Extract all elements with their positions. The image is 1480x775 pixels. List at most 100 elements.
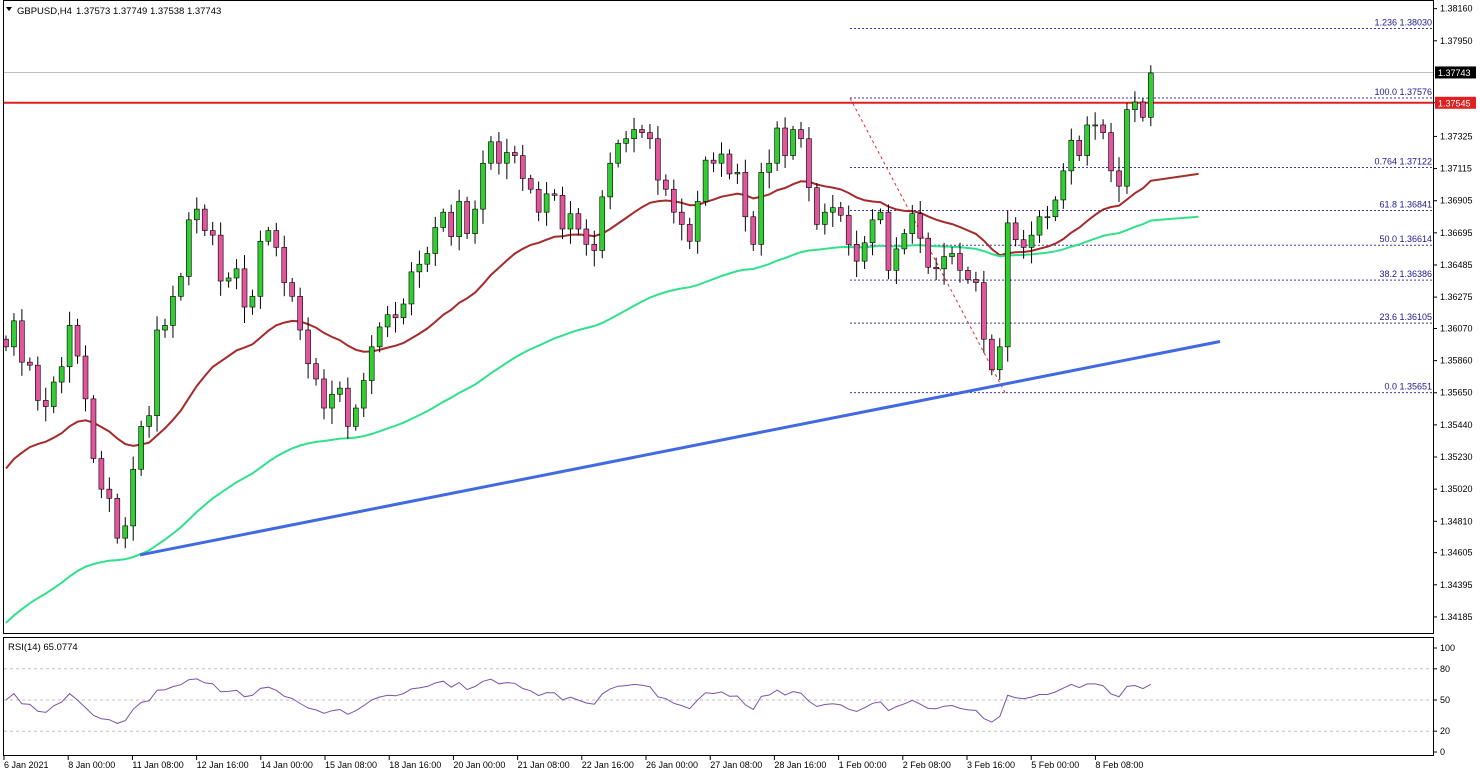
fib-level-label: 38.2 1.36386 bbox=[1379, 269, 1432, 279]
bear-candle bbox=[209, 230, 216, 236]
moving-averages bbox=[5, 172, 1199, 624]
bear-candle bbox=[1108, 132, 1114, 172]
bull-candle bbox=[718, 153, 725, 164]
bull-candle bbox=[599, 196, 606, 251]
bull-candle bbox=[702, 159, 709, 202]
bull-candle bbox=[50, 381, 57, 407]
bear-candle bbox=[925, 237, 932, 268]
bear-candle bbox=[74, 325, 81, 357]
bear-candle bbox=[575, 213, 582, 230]
price-label: 1.35650 bbox=[1440, 388, 1473, 398]
bull-candle bbox=[822, 211, 828, 225]
bull-candle bbox=[488, 141, 494, 164]
bear-candle bbox=[1076, 139, 1083, 156]
time-label: 14 Jan 00:00 bbox=[261, 760, 313, 770]
bull-candle bbox=[766, 162, 773, 173]
price-label: 1.38160 bbox=[1440, 4, 1473, 14]
resistance-price-value: 1.37545 bbox=[1438, 98, 1471, 108]
price-label: 1.35860 bbox=[1440, 356, 1473, 366]
bull-candle bbox=[567, 213, 574, 230]
fibonacci-retracement[interactable]: 1.236 1.38030 100.0 1.37576 0.764 1.37122 6… bbox=[849, 18, 1433, 394]
price-label: 1.36070 bbox=[1440, 323, 1473, 333]
rsi-level-label: 80 bbox=[1440, 664, 1450, 674]
bear-candle bbox=[806, 138, 812, 188]
price-label: 1.36695 bbox=[1440, 228, 1473, 238]
fib-level-label: 0.764 1.37122 bbox=[1374, 156, 1432, 166]
bull-candle bbox=[774, 127, 780, 164]
time-label: 20 Jan 00:00 bbox=[453, 760, 505, 770]
bull-candle bbox=[1084, 124, 1090, 156]
fib-level-label: 1.236 1.38030 bbox=[1374, 18, 1432, 28]
bull-candle bbox=[225, 277, 232, 282]
bull-candle bbox=[909, 213, 916, 234]
price-label: 1.34185 bbox=[1440, 612, 1473, 622]
bear-candle bbox=[1116, 170, 1122, 187]
bull-candle bbox=[178, 276, 184, 297]
price-label: 1.36905 bbox=[1440, 196, 1473, 206]
bull-candle bbox=[861, 242, 868, 262]
bear-candle bbox=[345, 387, 351, 427]
bull-candle bbox=[758, 172, 765, 245]
bear-candle bbox=[313, 363, 319, 380]
bull-candle bbox=[472, 208, 478, 234]
rsi-indicator: 100 80 50 20 0 bbox=[4, 643, 1455, 757]
bear-candle bbox=[583, 228, 590, 245]
bull-candle bbox=[1044, 216, 1051, 219]
bear-candle bbox=[853, 244, 860, 262]
bull-candle bbox=[408, 271, 415, 305]
time-label: 6 Jan 2021 bbox=[4, 760, 49, 770]
fib-level-label: 23.6 1.36105 bbox=[1379, 312, 1432, 322]
time-label: 27 Jan 08:00 bbox=[710, 760, 762, 770]
bull-candle bbox=[1124, 109, 1130, 187]
bear-candle bbox=[42, 400, 49, 407]
bull-candle bbox=[869, 219, 876, 244]
bear-candle bbox=[392, 314, 399, 319]
bear-candle bbox=[34, 364, 41, 401]
bull-candle bbox=[543, 193, 550, 213]
bull-candle bbox=[368, 346, 375, 381]
bear-candle bbox=[114, 498, 121, 539]
bear-candle bbox=[965, 270, 971, 280]
bear-candle bbox=[241, 268, 248, 308]
bear-candle bbox=[3, 338, 9, 348]
bear-candle bbox=[217, 234, 224, 282]
time-label: 22 Jan 16:00 bbox=[582, 760, 634, 770]
bull-candle bbox=[901, 233, 908, 250]
bear-candle bbox=[464, 201, 470, 234]
rising-trendline[interactable] bbox=[139, 340, 1221, 557]
bull-candle bbox=[734, 172, 741, 175]
bull-candle bbox=[1092, 124, 1098, 127]
price-label: 1.37950 bbox=[1440, 36, 1473, 46]
bear-candle bbox=[814, 187, 820, 225]
bear-candle bbox=[988, 338, 995, 371]
bull-candle bbox=[440, 211, 447, 228]
bear-candle bbox=[551, 193, 558, 196]
bear-candle bbox=[82, 355, 89, 400]
current-price-value: 1.37743 bbox=[1438, 68, 1471, 78]
bear-candle bbox=[750, 216, 757, 245]
bear-candle bbox=[670, 188, 677, 213]
price-label: 1.35230 bbox=[1440, 452, 1473, 462]
rsi-level-label: 50 bbox=[1440, 695, 1450, 705]
current-price-tag bbox=[1435, 66, 1476, 79]
trendline-layer[interactable] bbox=[139, 340, 1221, 557]
bear-candle bbox=[1012, 222, 1019, 241]
bear-candle bbox=[201, 208, 208, 231]
price-label: 1.37325 bbox=[1440, 131, 1473, 141]
bull-candle bbox=[1068, 139, 1075, 172]
rsi-level-label: 0 bbox=[1440, 747, 1445, 757]
ohlc-header: 1.37573 1.37749 1.37538 1.37743 bbox=[76, 6, 221, 17]
main-panel-frame bbox=[3, 0, 1434, 634]
bear-candle bbox=[933, 266, 939, 270]
time-label: 15 Jan 08:00 bbox=[325, 760, 377, 770]
dropdown-triangle-icon[interactable] bbox=[6, 7, 12, 11]
bull-candle bbox=[138, 426, 144, 470]
bear-candle bbox=[448, 211, 455, 237]
bear-candle bbox=[957, 253, 963, 271]
bear-candle bbox=[527, 178, 534, 190]
time-label: 8 Feb 08:00 bbox=[1095, 760, 1143, 770]
bull-candle bbox=[194, 208, 200, 221]
time-label: 8 Jan 00:00 bbox=[68, 760, 115, 770]
bear-candle bbox=[496, 141, 502, 164]
